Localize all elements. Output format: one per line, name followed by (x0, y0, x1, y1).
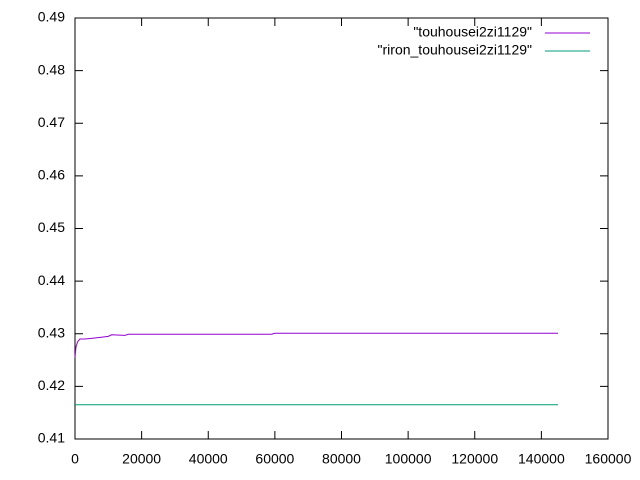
x-tick-label: 20000 (122, 451, 161, 467)
x-tick-label: 60000 (255, 451, 294, 467)
x-tick-label: 160000 (585, 451, 632, 467)
plot-border (74, 17, 609, 440)
x-tick-label: 40000 (189, 451, 228, 467)
y-tick-label: 0.48 (38, 61, 65, 77)
legend-label: "riron_touhousei2zi1129" (378, 42, 532, 58)
x-tick-label: 80000 (322, 451, 361, 467)
y-tick-label: 0.46 (38, 167, 65, 183)
y-tick-label: 0.44 (38, 272, 65, 288)
x-tick-label: 100000 (385, 451, 432, 467)
y-tick-label: 0.49 (38, 9, 65, 25)
y-tick-label: 0.41 (38, 430, 65, 446)
y-tick-label: 0.42 (38, 377, 65, 393)
series-line (74, 332, 559, 358)
x-tick-label: 0 (71, 451, 79, 467)
y-tick-label: 0.47 (38, 114, 65, 130)
x-tick-label: 140000 (518, 451, 565, 467)
y-tick-label: 0.43 (38, 324, 65, 340)
y-tick-label: 0.45 (38, 219, 65, 235)
legend-label: "touhousei2zi1129" (413, 24, 532, 40)
x-tick-label: 120000 (451, 451, 498, 467)
